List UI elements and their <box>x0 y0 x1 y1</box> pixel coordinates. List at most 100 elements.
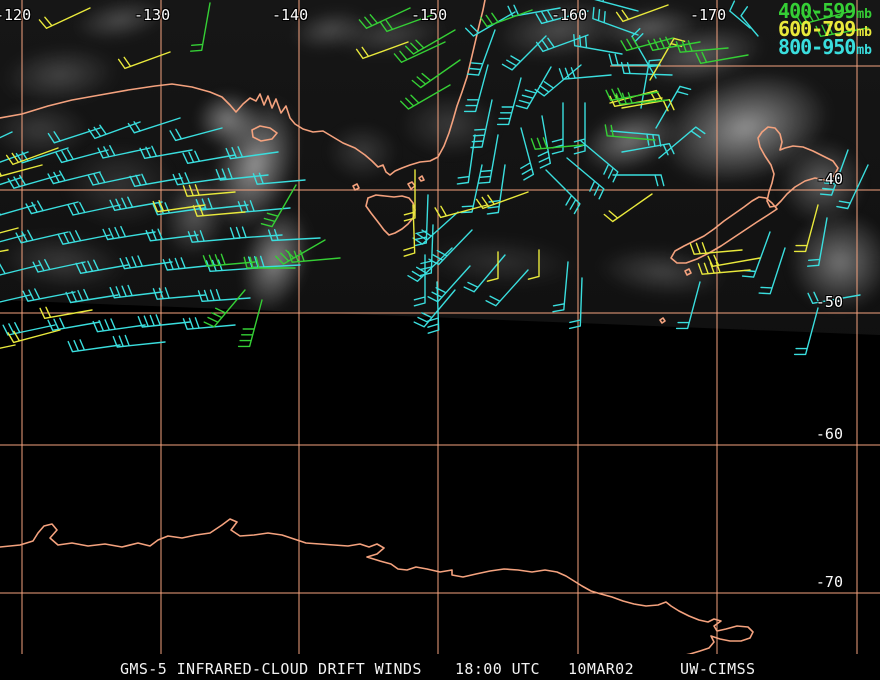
wind-barb <box>268 229 321 242</box>
wind-barb <box>192 204 246 217</box>
wind-barb <box>2 322 56 336</box>
wind-barb <box>195 197 249 211</box>
wind-barb <box>7 329 61 344</box>
wind-barb <box>815 23 869 37</box>
wind-barb <box>0 227 19 234</box>
wind-barb <box>655 85 692 129</box>
wind-barb <box>527 249 540 280</box>
wind-barb <box>515 66 552 110</box>
wind-barb <box>225 146 279 160</box>
wind-barb <box>400 84 451 110</box>
coastline <box>352 183 360 191</box>
coastline <box>251 125 278 142</box>
wind-barb <box>434 204 488 219</box>
wind-barb <box>39 306 93 319</box>
wind-barb <box>169 127 223 142</box>
wind-barb <box>145 228 199 242</box>
source-label: UW-CIMSS <box>680 660 756 678</box>
wind-barb <box>47 170 101 185</box>
wind-barb <box>237 200 291 213</box>
time-label: 18:00 UTC <box>455 660 540 678</box>
wind-barb <box>621 143 675 156</box>
wind-barb <box>535 34 589 53</box>
coastline <box>0 0 486 176</box>
wind-barb <box>275 239 326 265</box>
wind-barb <box>403 204 416 257</box>
wind-barb <box>411 59 461 89</box>
wind-barb <box>57 230 111 245</box>
wind-barb <box>109 196 163 211</box>
wind-barb <box>535 10 589 25</box>
coastline <box>757 126 839 208</box>
wind-barb <box>658 126 706 159</box>
wind-barb <box>379 14 433 33</box>
date-label: 10MAR02 <box>568 660 635 678</box>
wind-barb <box>566 157 605 200</box>
wind-barb <box>470 99 493 149</box>
coastline <box>365 194 416 236</box>
wind-barb <box>75 259 129 274</box>
wind-barb <box>129 173 183 187</box>
wind-barb <box>479 9 533 28</box>
wind-barb <box>0 151 29 163</box>
wind-barb <box>0 204 36 216</box>
wind-barb <box>0 234 26 243</box>
wind-barb <box>675 40 729 53</box>
wind-barb <box>466 29 496 76</box>
wind-barb <box>97 145 151 159</box>
wind-barb <box>608 53 661 66</box>
wind-barb <box>67 339 121 353</box>
wind-barb <box>237 299 263 348</box>
wind-barb <box>0 294 31 303</box>
wind-barb <box>807 291 861 304</box>
wind-barb <box>229 226 283 239</box>
product-title: GMS-5 INFRARED-CLOUD DRIFT WINDS <box>120 660 422 678</box>
wind-barb <box>551 102 564 155</box>
wind-barb <box>604 124 656 141</box>
wind-barb <box>615 92 669 105</box>
wind-barb <box>573 102 586 155</box>
wind-barb <box>496 77 522 126</box>
wind-barb <box>119 255 173 270</box>
wind-barbs-layer <box>0 0 869 356</box>
wind-barb <box>139 145 193 159</box>
wind-barb <box>127 117 181 134</box>
wind-barb <box>507 4 561 17</box>
wind-barb <box>695 51 749 64</box>
wind-barb <box>456 134 476 185</box>
wind-barb <box>190 2 211 52</box>
wind-barb <box>568 277 583 330</box>
wind-barb <box>530 137 584 150</box>
wind-barb <box>92 318 146 333</box>
wind-barb <box>358 7 411 29</box>
coastline <box>0 518 754 668</box>
wind-barb <box>729 0 751 29</box>
lon-label: -140 <box>272 6 309 24</box>
legend-unit-label: mb <box>856 43 872 58</box>
wind-barb <box>87 121 141 140</box>
coastline <box>670 196 778 264</box>
coastline <box>407 181 416 190</box>
wind-barb <box>7 174 61 189</box>
wind-barb <box>836 164 869 210</box>
wind-barb <box>197 289 251 302</box>
wind-barb <box>475 191 529 210</box>
wind-barb <box>419 224 434 277</box>
wind-barb <box>463 254 506 293</box>
wind-barb <box>460 164 483 214</box>
wind-barb <box>243 256 296 269</box>
wind-barb <box>25 200 79 215</box>
coastline <box>418 175 425 182</box>
wind-barb <box>87 172 141 186</box>
wind-barb <box>427 281 440 334</box>
wind-barb <box>22 288 76 302</box>
coastline <box>684 268 692 276</box>
wind-barb <box>552 261 569 313</box>
lon-label: -150 <box>411 6 448 24</box>
lon-label: -170 <box>690 6 727 24</box>
wind-barb <box>393 41 446 63</box>
wind-barb <box>32 259 86 273</box>
wind-barb <box>620 61 673 76</box>
wind-barb <box>631 28 657 79</box>
wind-barb <box>152 202 206 216</box>
